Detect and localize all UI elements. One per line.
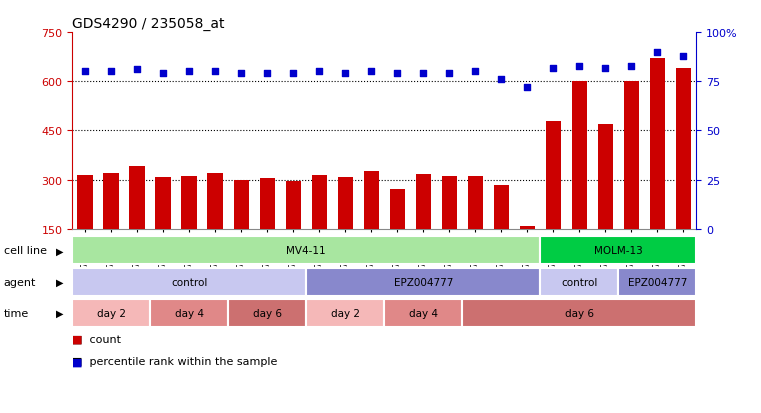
- Text: ■  count: ■ count: [72, 334, 121, 344]
- Text: time: time: [4, 309, 29, 318]
- Text: day 6: day 6: [253, 309, 282, 318]
- Text: agent: agent: [4, 277, 37, 287]
- Text: MV4-11: MV4-11: [286, 246, 326, 256]
- Point: [209, 69, 221, 76]
- Point: [235, 71, 247, 78]
- Point: [131, 67, 143, 74]
- Text: control: control: [561, 277, 597, 287]
- Point: [677, 53, 689, 60]
- Bar: [234, 180, 249, 229]
- Text: EPZ004777: EPZ004777: [628, 277, 687, 287]
- Bar: [155, 178, 171, 229]
- Point: [573, 63, 585, 70]
- Text: ▶: ▶: [56, 277, 63, 287]
- Text: ■: ■: [72, 356, 83, 366]
- Point: [521, 85, 533, 91]
- Point: [339, 71, 352, 78]
- Point: [599, 65, 611, 72]
- Point: [417, 71, 429, 78]
- Point: [365, 69, 377, 76]
- Point: [495, 77, 508, 83]
- Point: [443, 71, 455, 78]
- Bar: [520, 227, 535, 229]
- Point: [287, 71, 299, 78]
- Bar: [78, 175, 93, 229]
- Bar: [597, 125, 613, 229]
- Bar: [676, 69, 691, 229]
- Bar: [390, 190, 405, 229]
- Bar: [285, 182, 301, 229]
- Point: [79, 69, 91, 76]
- Point: [314, 69, 326, 76]
- Bar: [650, 59, 665, 229]
- Bar: [546, 121, 561, 229]
- Bar: [208, 173, 223, 229]
- Text: day 4: day 4: [409, 309, 438, 318]
- Bar: [260, 178, 275, 229]
- Text: day 2: day 2: [97, 309, 126, 318]
- Text: MOLM-13: MOLM-13: [594, 246, 643, 256]
- Text: day 4: day 4: [175, 309, 204, 318]
- Text: ▶: ▶: [56, 246, 63, 256]
- Bar: [311, 175, 327, 229]
- Bar: [441, 177, 457, 229]
- Point: [470, 69, 482, 76]
- Point: [158, 71, 170, 78]
- Bar: [467, 176, 483, 229]
- Bar: [416, 175, 431, 229]
- Bar: [103, 173, 119, 229]
- Bar: [182, 177, 197, 229]
- Text: GDS4290 / 235058_at: GDS4290 / 235058_at: [72, 17, 224, 31]
- Point: [261, 71, 273, 78]
- Text: control: control: [171, 277, 208, 287]
- Bar: [129, 166, 145, 229]
- Text: day 6: day 6: [565, 309, 594, 318]
- Bar: [364, 172, 379, 229]
- Text: ▶: ▶: [56, 309, 63, 318]
- Text: cell line: cell line: [4, 246, 47, 256]
- Text: ■: ■: [72, 334, 83, 344]
- Text: day 2: day 2: [331, 309, 360, 318]
- Point: [626, 63, 638, 70]
- Point: [105, 69, 117, 76]
- Point: [391, 71, 403, 78]
- Text: ■  percentile rank within the sample: ■ percentile rank within the sample: [72, 356, 278, 366]
- Bar: [572, 82, 587, 229]
- Point: [547, 65, 559, 72]
- Text: EPZ004777: EPZ004777: [393, 277, 453, 287]
- Point: [651, 50, 664, 56]
- Bar: [494, 185, 509, 229]
- Point: [183, 69, 196, 76]
- Bar: [338, 178, 353, 229]
- Bar: [623, 82, 639, 229]
